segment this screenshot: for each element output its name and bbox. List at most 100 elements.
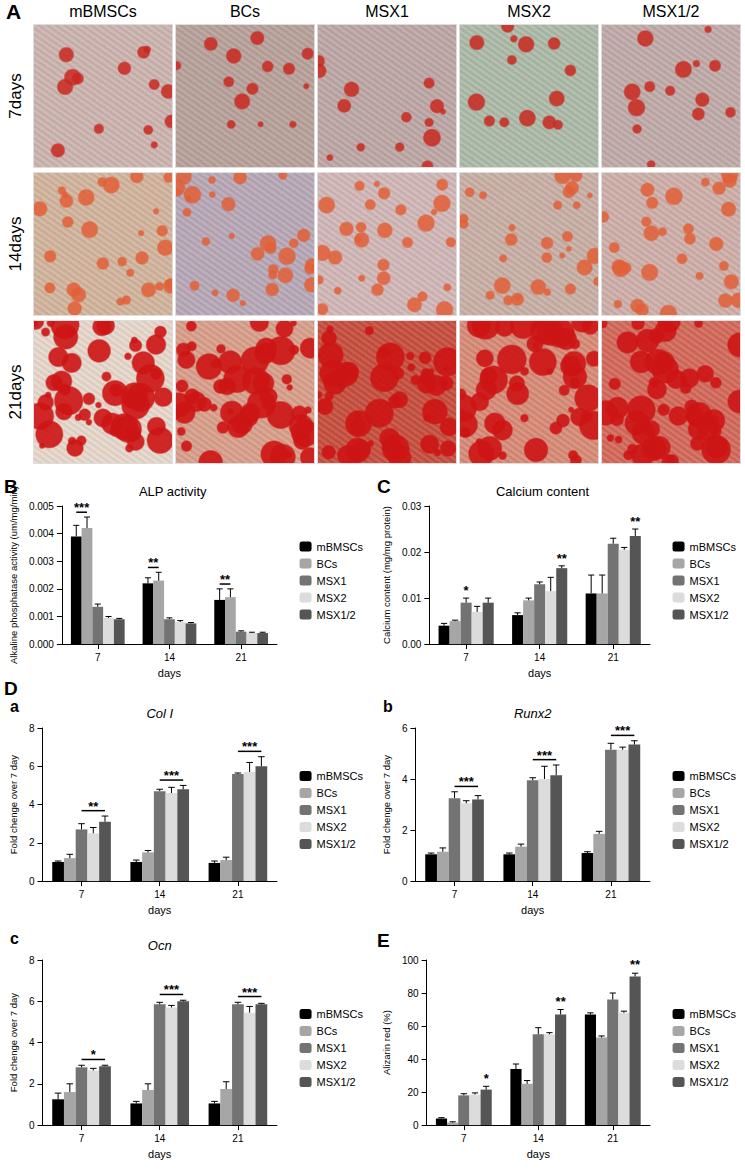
svg-text:0.005: 0.005	[29, 501, 54, 512]
svg-text:BCs: BCs	[690, 1025, 711, 1037]
svg-text:***: ***	[615, 723, 631, 738]
svg-text:MSX1/2: MSX1/2	[690, 609, 729, 621]
svg-text:BCs: BCs	[317, 787, 338, 799]
svg-text:0.000: 0.000	[29, 639, 54, 650]
svg-text:**: **	[148, 555, 159, 570]
svg-text:7: 7	[452, 889, 458, 900]
svg-text:**: **	[556, 994, 567, 1009]
svg-text:ALP activity: ALP activity	[139, 484, 207, 499]
svg-text:0: 0	[29, 1120, 35, 1131]
svg-text:14: 14	[527, 889, 539, 900]
svg-text:14: 14	[154, 889, 166, 900]
svg-text:MSX1/2: MSX1/2	[690, 1076, 729, 1088]
svg-text:0.02: 0.02	[402, 547, 422, 558]
svg-text:***: ***	[459, 774, 475, 789]
svg-text:Col I: Col I	[146, 706, 173, 721]
svg-text:***: ***	[537, 748, 553, 763]
svg-text:mBMSCs: mBMSCs	[317, 770, 364, 782]
svg-text:***: ***	[164, 768, 180, 783]
svg-text:2: 2	[402, 825, 408, 836]
svg-text:MSX2: MSX2	[690, 821, 720, 833]
svg-text:***: ***	[74, 500, 90, 515]
svg-text:Fold chenge over 7 day: Fold chenge over 7 day	[8, 755, 19, 855]
svg-text:21: 21	[232, 1133, 244, 1144]
svg-text:mBMSCs: mBMSCs	[690, 541, 737, 553]
svg-text:***: ***	[242, 985, 258, 1000]
svg-text:*: *	[464, 583, 470, 598]
svg-text:0: 0	[29, 876, 35, 887]
svg-text:MSX1: MSX1	[317, 575, 347, 587]
svg-text:days: days	[148, 904, 172, 916]
svg-text:20: 20	[407, 1087, 419, 1098]
svg-text:MSX1: MSX1	[690, 575, 720, 587]
svg-text:4: 4	[402, 774, 408, 785]
svg-text:*: *	[484, 1071, 490, 1086]
svg-text:MSX1/2: MSX1/2	[317, 1076, 356, 1088]
svg-text:Alkaline phosphatase activity: Alkaline phosphatase activity (um/mg/min…	[8, 486, 19, 664]
svg-text:Calcium content (mg/mg protein: Calcium content (mg/mg protein)	[381, 506, 392, 644]
svg-text:MSX2: MSX2	[317, 1059, 347, 1071]
svg-text:Alizarin red (%): Alizarin red (%)	[381, 1010, 392, 1075]
svg-text:BCs: BCs	[690, 787, 711, 799]
svg-text:MSX1/2: MSX1/2	[317, 609, 356, 621]
svg-text:***: ***	[242, 739, 258, 754]
svg-text:2: 2	[29, 1078, 35, 1089]
svg-text:0.03: 0.03	[402, 501, 422, 512]
svg-text:40: 40	[407, 1054, 419, 1065]
svg-text:days: days	[528, 667, 552, 679]
svg-text:MSX2: MSX2	[317, 821, 347, 833]
svg-text:6: 6	[29, 996, 35, 1007]
svg-text:**: **	[630, 514, 641, 529]
svg-text:0: 0	[402, 876, 408, 887]
svg-text:days: days	[527, 1148, 551, 1160]
svg-text:0: 0	[413, 1120, 419, 1131]
svg-text:21: 21	[608, 652, 620, 663]
svg-text:Ocn: Ocn	[148, 938, 172, 953]
svg-text:days: days	[158, 667, 182, 679]
svg-text:BCs: BCs	[690, 558, 711, 570]
svg-text:MSX2: MSX2	[690, 1059, 720, 1071]
svg-text:MSX1: MSX1	[690, 804, 720, 816]
svg-text:MSX1: MSX1	[317, 1042, 347, 1054]
svg-text:BCs: BCs	[317, 1025, 338, 1037]
svg-text:days: days	[521, 904, 545, 916]
svg-text:**: **	[630, 957, 641, 972]
svg-text:BCs: BCs	[317, 558, 338, 570]
svg-text:6: 6	[29, 761, 35, 772]
svg-text:7: 7	[95, 652, 101, 663]
svg-text:***: ***	[164, 982, 180, 997]
svg-text:14: 14	[164, 652, 176, 663]
svg-text:7: 7	[79, 889, 85, 900]
svg-text:MSX2: MSX2	[317, 592, 347, 604]
svg-text:0.00: 0.00	[402, 639, 422, 650]
svg-text:MSX2: MSX2	[690, 592, 720, 604]
svg-text:mBMSCs: mBMSCs	[690, 770, 737, 782]
svg-text:mBMSCs: mBMSCs	[317, 541, 364, 553]
svg-text:**: **	[557, 551, 568, 566]
svg-text:100: 100	[402, 955, 419, 966]
svg-text:*: *	[91, 1047, 97, 1062]
svg-text:MSX1: MSX1	[690, 1042, 720, 1054]
svg-text:0.003: 0.003	[29, 556, 54, 567]
svg-text:60: 60	[407, 1021, 419, 1032]
svg-text:14: 14	[534, 652, 546, 663]
svg-text:mBMSCs: mBMSCs	[690, 1008, 737, 1020]
svg-text:7: 7	[79, 1133, 85, 1144]
svg-text:**: **	[88, 799, 99, 814]
svg-text:6: 6	[402, 723, 408, 734]
svg-text:0.002: 0.002	[29, 583, 54, 594]
svg-text:21: 21	[607, 1133, 619, 1144]
svg-text:Fold chenge over 7 day: Fold chenge over 7 day	[8, 993, 19, 1093]
svg-text:21: 21	[605, 889, 617, 900]
svg-text:0.01: 0.01	[402, 593, 422, 604]
svg-text:Fold chenge over 7 day: Fold chenge over 7 day	[381, 755, 392, 855]
svg-text:MSX1/2: MSX1/2	[317, 838, 356, 850]
svg-text:21: 21	[236, 652, 248, 663]
svg-text:MSX1/2: MSX1/2	[690, 838, 729, 850]
svg-text:4: 4	[29, 1037, 35, 1048]
svg-text:8: 8	[29, 955, 35, 966]
svg-text:Calcium content: Calcium content	[496, 484, 590, 499]
svg-text:**: **	[220, 572, 231, 587]
svg-text:MSX1: MSX1	[317, 804, 347, 816]
svg-text:days: days	[148, 1148, 172, 1160]
